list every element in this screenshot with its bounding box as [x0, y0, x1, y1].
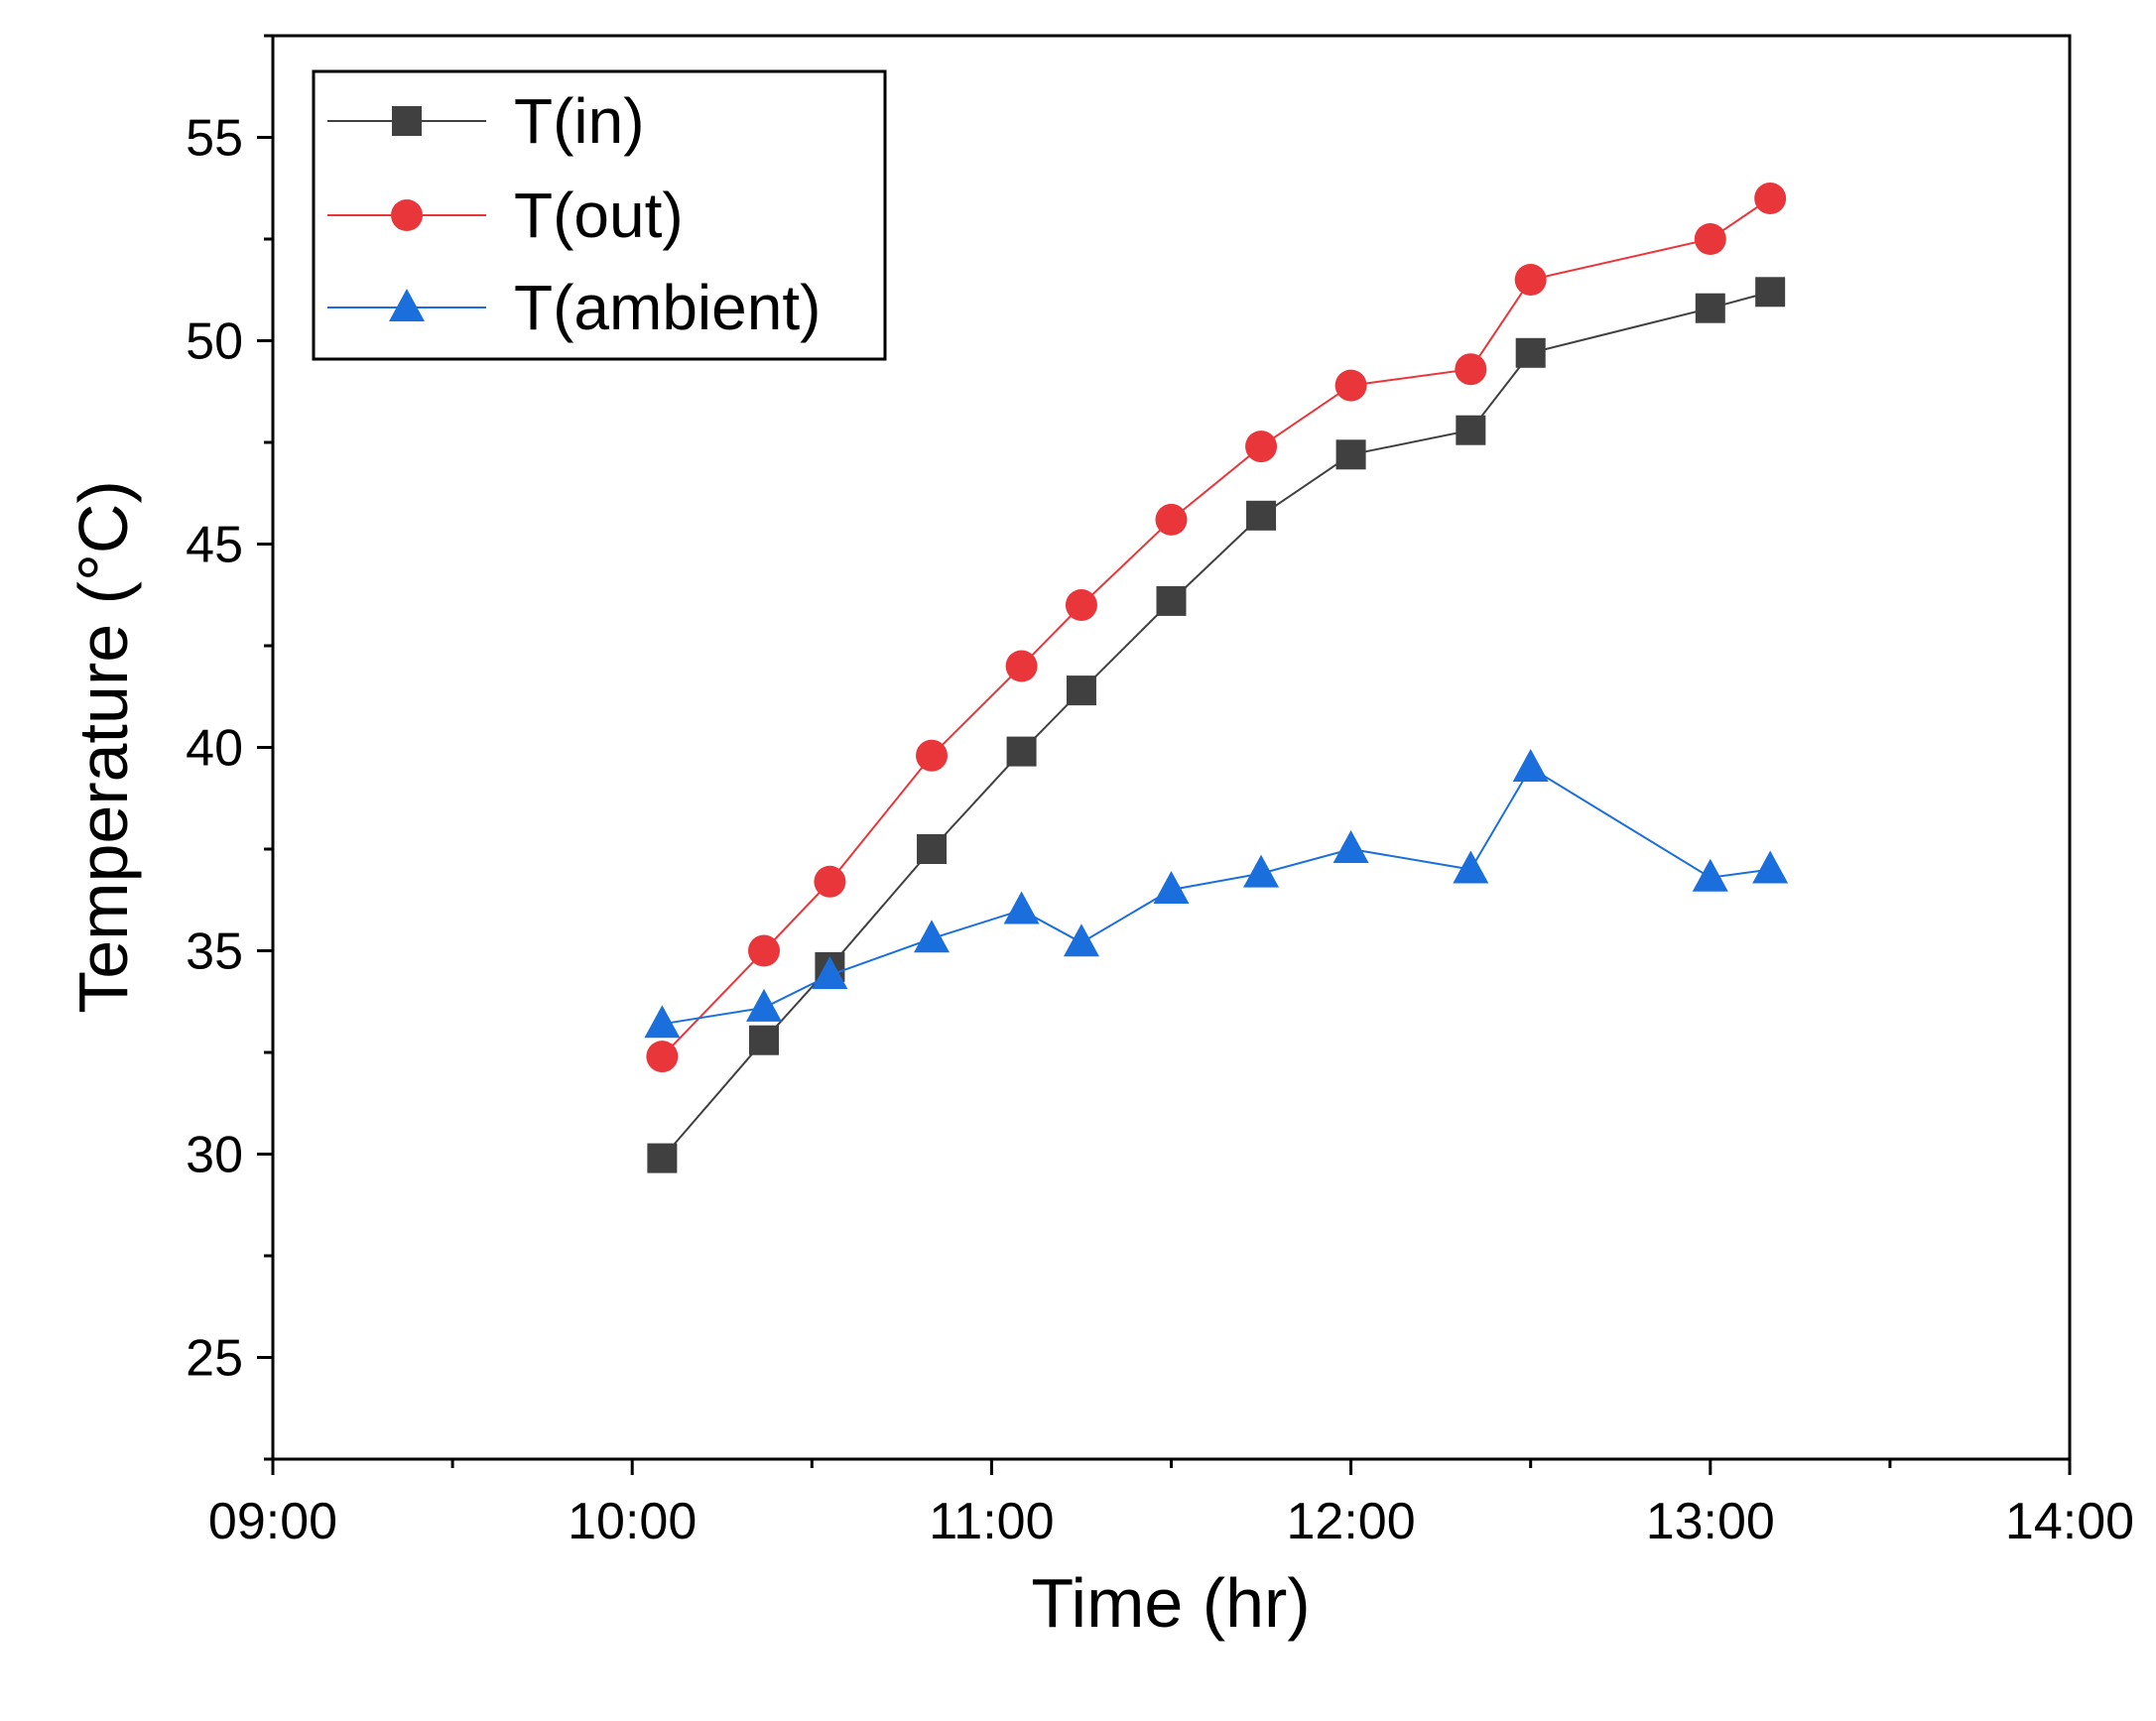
y-tick-label: 35 [186, 923, 243, 981]
legend-marker [391, 199, 423, 231]
legend-marker [389, 289, 425, 321]
data-point [917, 834, 948, 864]
x-tick-label: 09:00 [208, 1493, 337, 1550]
data-point [647, 1143, 678, 1173]
data-point [1695, 293, 1725, 323]
x-tick-label: 14:00 [2005, 1493, 2134, 1550]
data-point [1006, 736, 1037, 767]
data-point [1153, 871, 1190, 904]
data-point [1334, 369, 1367, 402]
x-tick-label: 13:00 [1646, 1493, 1775, 1550]
x-axis-title: Time (hr) [1031, 1564, 1310, 1642]
data-point [916, 739, 949, 772]
data-point [1332, 830, 1369, 863]
data-point [1755, 277, 1786, 307]
data-point [1065, 589, 1097, 621]
data-point [1155, 503, 1188, 536]
data-point [1455, 353, 1487, 386]
data-point [1515, 337, 1546, 368]
y-tick-label: 25 [186, 1330, 243, 1388]
y-tick-label: 30 [186, 1127, 243, 1184]
data-point [1456, 415, 1486, 445]
y-tick-label: 45 [186, 517, 243, 574]
data-point [1156, 585, 1187, 616]
series-line [661, 291, 1771, 1160]
series-1 [646, 183, 1787, 1073]
data-point [1335, 439, 1366, 470]
series-2 [644, 749, 1789, 1039]
data-point [1514, 264, 1547, 296]
legend-entry: T(in) [327, 85, 645, 157]
x-axis: 09:00 10:00 11:00 12:00 13:00 14:00 [208, 1459, 2134, 1550]
legend-entries: T(in) T(out) T(ambient) [327, 85, 821, 343]
y-axis: 25 30 35 40 45 50 55 [186, 34, 273, 1461]
series-0 [647, 277, 1786, 1173]
legend-marker [392, 106, 422, 136]
data-point [1246, 500, 1277, 531]
legend-entry: T(ambient) [327, 272, 821, 343]
data-point [1512, 749, 1549, 782]
legend-label: T(out) [514, 180, 684, 251]
y-axis-title: Temperature (°C) [64, 480, 142, 1014]
data-point [814, 865, 846, 898]
data-point [1066, 676, 1096, 706]
data-point [646, 1041, 679, 1073]
data-point [1243, 854, 1280, 888]
data-point [812, 956, 848, 990]
x-tick-label: 10:00 [568, 1493, 697, 1550]
data-point [1692, 858, 1728, 892]
data-point [1754, 183, 1787, 214]
data-point [748, 934, 781, 967]
data-point [749, 1025, 780, 1055]
data-point [644, 1005, 681, 1039]
data-point [1005, 650, 1038, 682]
y-tick-label: 50 [186, 313, 243, 371]
data-point [1453, 850, 1489, 884]
x-tick-label: 12:00 [1287, 1493, 1416, 1550]
legend-label: T(ambient) [514, 272, 821, 343]
y-tick-label: 55 [186, 110, 243, 168]
x-tick-label: 11:00 [929, 1493, 1054, 1550]
data-point [1245, 430, 1278, 463]
data-point [1752, 850, 1789, 884]
y-tick-label: 40 [186, 720, 243, 778]
data-point [914, 920, 951, 953]
data-point [1063, 923, 1099, 957]
series-layer [644, 183, 1789, 1173]
legend-label: T(in) [514, 85, 645, 157]
data-point [746, 988, 783, 1022]
data-point [1694, 223, 1726, 255]
legend: T(in) T(out) T(ambient) [312, 69, 887, 361]
legend-entry: T(out) [327, 180, 684, 251]
data-point [1003, 891, 1040, 924]
